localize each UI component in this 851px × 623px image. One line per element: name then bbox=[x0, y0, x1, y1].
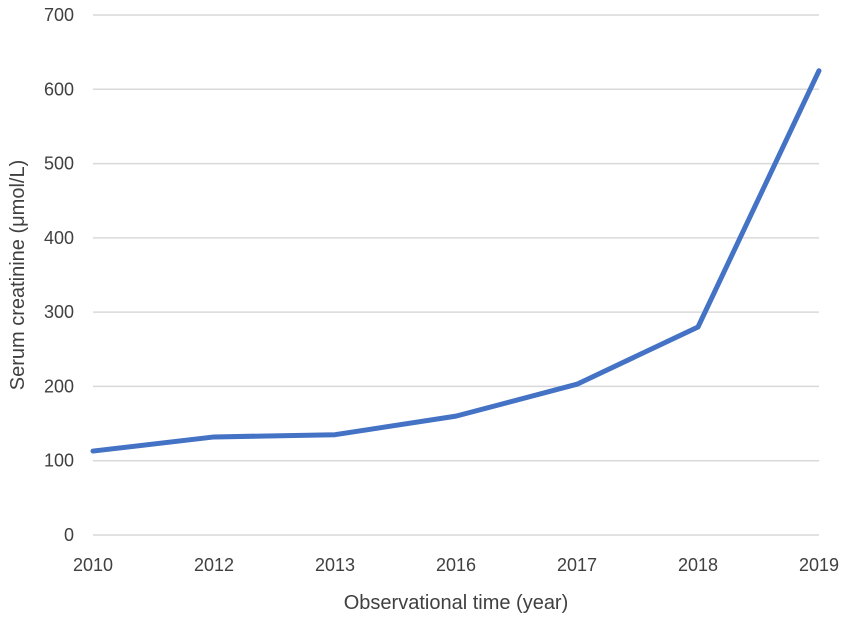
y-axis-title: Serum creatinine (μmol/L) bbox=[7, 160, 29, 391]
y-tick-label: 700 bbox=[44, 5, 74, 25]
y-axis-tick-labels: 0 100 200 300 400 500 600 700 bbox=[44, 5, 74, 545]
x-tick-label: 2013 bbox=[315, 555, 355, 575]
y-tick-label: 0 bbox=[64, 525, 74, 545]
y-tick-label: 600 bbox=[44, 79, 74, 99]
y-tick-label: 500 bbox=[44, 154, 74, 174]
x-tick-label: 2018 bbox=[678, 555, 718, 575]
y-tick-label: 200 bbox=[44, 376, 74, 396]
gridlines bbox=[93, 14, 819, 536]
x-tick-label: 2010 bbox=[73, 555, 113, 575]
x-tick-label: 2012 bbox=[194, 555, 234, 575]
y-tick-label: 300 bbox=[44, 302, 74, 322]
x-tick-label: 2017 bbox=[557, 555, 597, 575]
x-axis-title: Observational time (year) bbox=[344, 592, 569, 614]
y-tick-label: 100 bbox=[44, 451, 74, 471]
x-axis-tick-labels: 2010 2012 2013 2016 2017 2018 2019 bbox=[73, 555, 839, 575]
y-tick-label: 400 bbox=[44, 228, 74, 248]
series-layer bbox=[90, 68, 822, 454]
series-line-0 bbox=[90, 68, 822, 454]
x-tick-label: 2016 bbox=[436, 555, 476, 575]
x-tick-label: 2019 bbox=[799, 555, 839, 575]
